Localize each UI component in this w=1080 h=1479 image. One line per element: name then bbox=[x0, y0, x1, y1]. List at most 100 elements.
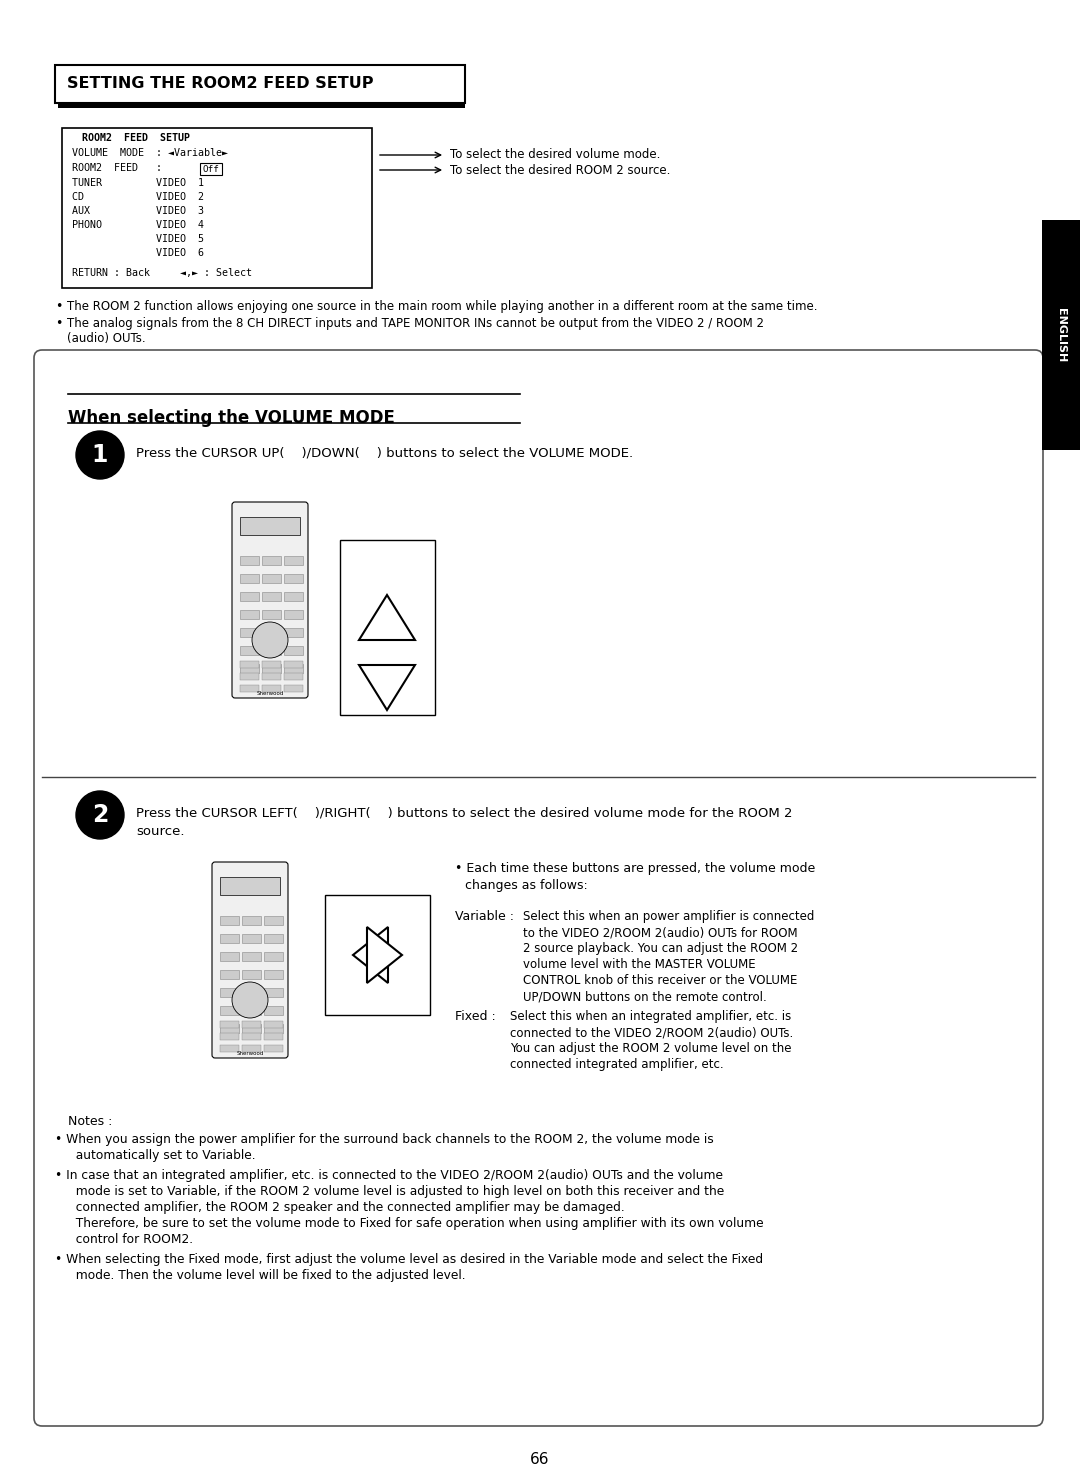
Bar bbox=[284, 574, 303, 583]
Bar bbox=[240, 646, 259, 655]
Text: Select this when an integrated amplifier, etc. is: Select this when an integrated amplifier… bbox=[510, 1010, 792, 1023]
Bar bbox=[220, 916, 239, 924]
Text: Select this when an power amplifier is connected: Select this when an power amplifier is c… bbox=[523, 910, 814, 923]
Text: Notes :: Notes : bbox=[68, 1115, 112, 1128]
Bar bbox=[242, 952, 261, 961]
Bar bbox=[220, 952, 239, 961]
Text: CD            VIDEO  2: CD VIDEO 2 bbox=[72, 192, 204, 203]
Text: TUNER         VIDEO  1: TUNER VIDEO 1 bbox=[72, 177, 204, 188]
FancyBboxPatch shape bbox=[33, 351, 1043, 1426]
Text: connected amplifier, the ROOM 2 speaker and the connected amplifier may be damag: connected amplifier, the ROOM 2 speaker … bbox=[68, 1201, 624, 1214]
Bar bbox=[284, 609, 303, 620]
Bar bbox=[200, 163, 222, 175]
Bar bbox=[220, 1046, 239, 1052]
Text: control for ROOM2.: control for ROOM2. bbox=[68, 1233, 193, 1245]
Text: When selecting the VOLUME MODE: When selecting the VOLUME MODE bbox=[68, 410, 395, 427]
Bar bbox=[62, 129, 372, 288]
Polygon shape bbox=[367, 927, 402, 984]
Bar bbox=[240, 609, 259, 620]
Bar bbox=[1042, 220, 1080, 450]
Bar bbox=[284, 646, 303, 655]
Bar bbox=[262, 609, 281, 620]
Text: • Each time these buttons are pressed, the volume mode: • Each time these buttons are pressed, t… bbox=[455, 862, 815, 876]
Text: VIDEO  5: VIDEO 5 bbox=[72, 234, 204, 244]
Bar bbox=[220, 1032, 239, 1040]
Text: (audio) OUTs.: (audio) OUTs. bbox=[67, 331, 146, 345]
Text: changes as follows:: changes as follows: bbox=[465, 879, 588, 892]
Text: UP/DOWN buttons on the remote control.: UP/DOWN buttons on the remote control. bbox=[523, 989, 767, 1003]
Bar bbox=[284, 592, 303, 600]
Text: connected integrated amplifier, etc.: connected integrated amplifier, etc. bbox=[510, 1057, 724, 1071]
Bar bbox=[220, 1021, 239, 1028]
Bar bbox=[55, 65, 465, 104]
Text: To select the desired ROOM 2 source.: To select the desired ROOM 2 source. bbox=[450, 164, 671, 176]
Bar bbox=[325, 895, 430, 1015]
Circle shape bbox=[252, 623, 288, 658]
Bar bbox=[264, 1023, 283, 1032]
Bar bbox=[240, 518, 300, 535]
Bar bbox=[242, 1006, 261, 1015]
Bar bbox=[262, 629, 281, 637]
Bar bbox=[264, 935, 283, 944]
Bar bbox=[220, 1023, 239, 1032]
Text: To select the desired volume mode.: To select the desired volume mode. bbox=[450, 148, 660, 161]
Bar bbox=[240, 664, 259, 673]
Bar bbox=[242, 935, 261, 944]
Text: You can adjust the ROOM 2 volume level on the: You can adjust the ROOM 2 volume level o… bbox=[510, 1043, 792, 1055]
Text: 66: 66 bbox=[530, 1452, 550, 1467]
Text: •: • bbox=[55, 317, 63, 330]
Text: Sherwood: Sherwood bbox=[237, 1052, 264, 1056]
Text: Off: Off bbox=[203, 164, 219, 173]
Bar bbox=[262, 661, 281, 669]
Text: 2 source playback. You can adjust the ROOM 2: 2 source playback. You can adjust the RO… bbox=[523, 942, 798, 955]
Bar bbox=[220, 1006, 239, 1015]
Text: automatically set to Variable.: automatically set to Variable. bbox=[68, 1149, 256, 1162]
Text: Sherwood: Sherwood bbox=[256, 691, 284, 697]
Text: mode is set to Variable, if the ROOM 2 volume level is adjusted to high level on: mode is set to Variable, if the ROOM 2 v… bbox=[68, 1185, 725, 1198]
FancyBboxPatch shape bbox=[212, 862, 288, 1057]
Text: Press the CURSOR LEFT(    )/RIGHT(    ) buttons to select the desired volume mod: Press the CURSOR LEFT( )/RIGHT( ) button… bbox=[136, 808, 793, 819]
Polygon shape bbox=[359, 595, 415, 640]
Bar bbox=[58, 104, 465, 108]
Bar bbox=[220, 970, 239, 979]
Bar bbox=[240, 556, 259, 565]
Bar bbox=[262, 646, 281, 655]
Bar bbox=[264, 1006, 283, 1015]
Text: mode. Then the volume level will be fixed to the adjusted level.: mode. Then the volume level will be fixe… bbox=[68, 1269, 465, 1282]
Bar bbox=[240, 629, 259, 637]
Text: ROOM2  FEED   :: ROOM2 FEED : bbox=[72, 163, 186, 173]
Bar bbox=[284, 664, 303, 673]
Bar bbox=[242, 1021, 261, 1028]
Text: SETTING THE ROOM2 FEED SETUP: SETTING THE ROOM2 FEED SETUP bbox=[67, 77, 374, 92]
Bar bbox=[264, 988, 283, 997]
Bar bbox=[262, 685, 281, 692]
Bar bbox=[220, 988, 239, 997]
Bar bbox=[242, 988, 261, 997]
Bar bbox=[220, 935, 239, 944]
Text: PHONO         VIDEO  4: PHONO VIDEO 4 bbox=[72, 220, 204, 231]
Text: Variable :: Variable : bbox=[455, 910, 514, 923]
Bar bbox=[284, 556, 303, 565]
Bar bbox=[240, 574, 259, 583]
Bar bbox=[264, 1032, 283, 1040]
Bar bbox=[242, 1032, 261, 1040]
Circle shape bbox=[232, 982, 268, 1018]
Bar bbox=[284, 629, 303, 637]
Bar bbox=[240, 661, 259, 669]
Circle shape bbox=[76, 791, 124, 839]
Bar bbox=[264, 916, 283, 924]
Polygon shape bbox=[353, 927, 388, 984]
Text: •: • bbox=[55, 300, 63, 314]
Text: • When you assign the power amplifier for the surround back channels to the ROOM: • When you assign the power amplifier fo… bbox=[55, 1133, 714, 1146]
Text: volume level with the MASTER VOLUME: volume level with the MASTER VOLUME bbox=[523, 958, 756, 972]
Bar bbox=[262, 556, 281, 565]
Text: Therefore, be sure to set the volume mode to Fixed for safe operation when using: Therefore, be sure to set the volume mod… bbox=[68, 1217, 764, 1231]
Bar bbox=[284, 673, 303, 680]
Circle shape bbox=[76, 430, 124, 479]
Bar bbox=[242, 1046, 261, 1052]
Bar bbox=[242, 970, 261, 979]
Bar bbox=[240, 685, 259, 692]
FancyBboxPatch shape bbox=[232, 501, 308, 698]
Text: 2: 2 bbox=[92, 803, 108, 827]
Bar bbox=[220, 877, 280, 895]
